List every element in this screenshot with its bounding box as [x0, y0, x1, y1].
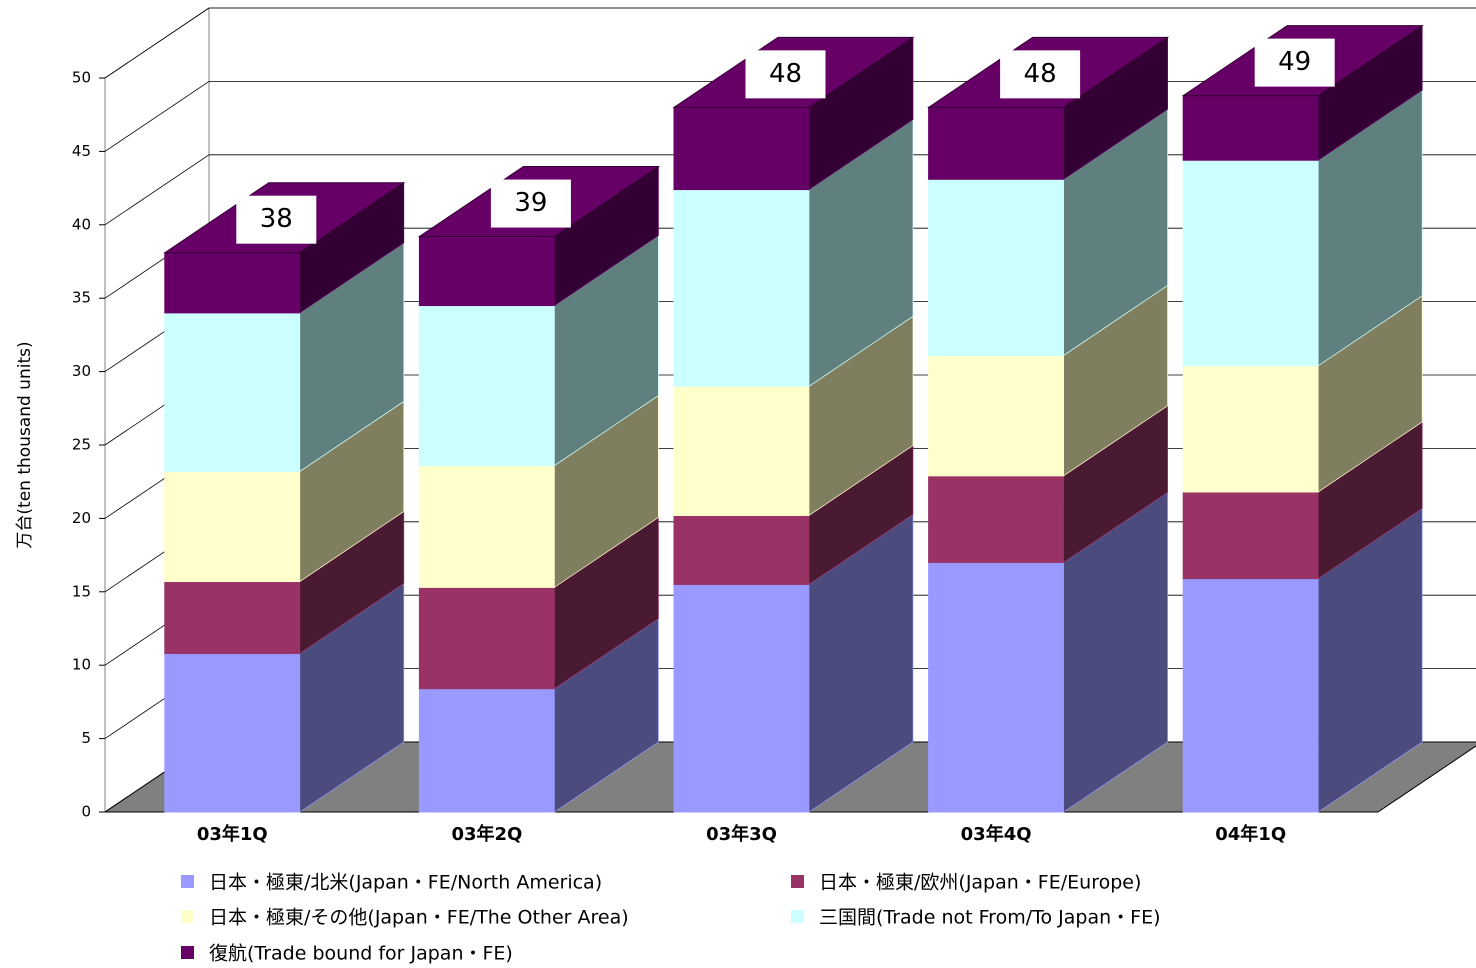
bar-front [164, 581, 301, 654]
y-tick-label: 0 [81, 803, 91, 821]
legend-label: 復航(Trade bound for Japan・FE) [209, 943, 513, 965]
y-tick-label: 30 [72, 362, 91, 380]
bar-front [164, 470, 301, 583]
total-box [236, 195, 317, 244]
total-label: 49 [1278, 47, 1311, 77]
legend-swatch [791, 910, 804, 923]
bar-front [418, 586, 555, 690]
legend-label: 日本・極東/欧州(Japan・FE/Europe) [819, 872, 1141, 894]
y-tick-label: 25 [72, 436, 91, 454]
bar-front [1182, 578, 1319, 813]
x-tick-label: 03年1Q [197, 823, 268, 845]
bar-front [673, 514, 810, 585]
total-label: 48 [1024, 59, 1057, 89]
y-tick-label: 45 [72, 142, 91, 160]
legend-swatch [181, 875, 194, 888]
bar-front [928, 561, 1065, 813]
bar-front [928, 354, 1065, 477]
bar-front [673, 583, 810, 813]
legend-swatch [181, 910, 194, 923]
bar-front [673, 189, 810, 387]
bar-front [1182, 159, 1319, 367]
x-tick-label: 03年3Q [706, 823, 777, 845]
y-axis-title: 万台(ten thousand units) [15, 341, 35, 548]
y-tick-label: 5 [81, 729, 91, 747]
bar-front [928, 475, 1065, 563]
legend-swatch [181, 946, 194, 959]
total-label: 48 [769, 59, 802, 89]
bar-front [164, 312, 301, 472]
total-label: 38 [260, 204, 293, 234]
y-tick-label: 50 [72, 69, 91, 87]
y-tick-label: 15 [72, 582, 91, 600]
grid-line [104, 7, 210, 79]
total-box [745, 50, 826, 99]
x-tick-label: 03年4Q [961, 823, 1032, 845]
bar-front [673, 385, 810, 516]
y-tick-label: 40 [72, 215, 91, 233]
grid-line [104, 81, 210, 152]
legend-label: 日本・極東/その他(Japan・FE/The Other Area) [209, 907, 629, 929]
bar-front [673, 106, 810, 191]
bar-front [1182, 95, 1319, 161]
bar-front [418, 688, 555, 813]
y-tick-label: 35 [72, 289, 91, 307]
bar-front [164, 252, 301, 314]
y-tick-label: 20 [72, 509, 91, 527]
bar-front [928, 178, 1065, 356]
bar-front [418, 236, 555, 307]
bar-front [164, 652, 301, 813]
legend-label: 日本・極東/北米(Japan・FE/North America) [209, 872, 602, 894]
total-box [1254, 38, 1335, 87]
legend-label: 三国間(Trade not From/To Japan・FE) [819, 907, 1160, 929]
bar-front [1182, 491, 1319, 580]
grid-line [104, 154, 210, 226]
bar-front [418, 465, 555, 588]
bar-front [928, 106, 1065, 180]
legend-swatch [791, 875, 804, 888]
x-tick-label: 04年1Q [1215, 823, 1286, 845]
bar-front [1182, 365, 1319, 493]
total-box [1000, 50, 1081, 99]
bar-front [418, 305, 555, 467]
x-tick-label: 03年2Q [451, 823, 522, 845]
y-tick-label: 10 [72, 656, 91, 674]
total-box [490, 179, 571, 228]
total-label: 39 [514, 188, 547, 218]
